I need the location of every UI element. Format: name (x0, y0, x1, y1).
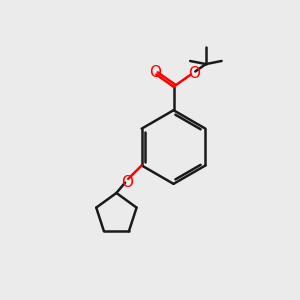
Text: O: O (149, 65, 161, 80)
Text: O: O (121, 175, 133, 190)
Text: O: O (188, 66, 200, 81)
